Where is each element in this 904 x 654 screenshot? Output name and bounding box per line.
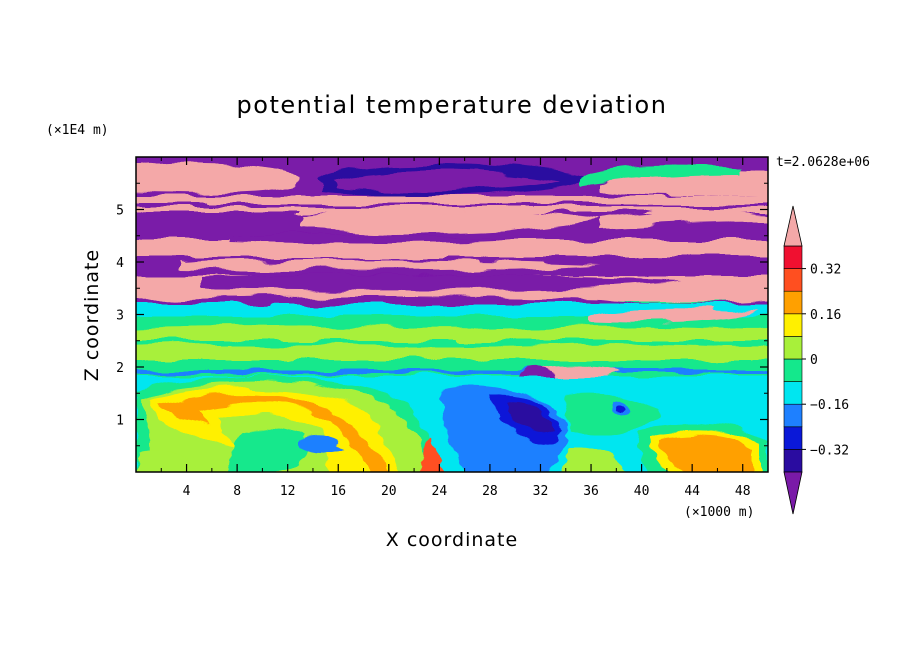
colorbar-bin [783, 426, 803, 450]
time-label: t=2.0628e+06 [776, 155, 870, 170]
x-unit-label: (×1000 m) [684, 505, 754, 520]
x-tick-label: 44 [684, 484, 700, 499]
x-tick-label: 48 [735, 484, 751, 499]
x-tick-label: 28 [482, 484, 498, 499]
x-tick-label: 24 [432, 484, 448, 499]
colorbar-label: 0 [810, 353, 818, 368]
y-tick-label: 1 [116, 414, 124, 429]
x-tick-label: 12 [280, 484, 296, 499]
colorbar-bin [783, 336, 803, 360]
colorbar-bin [783, 403, 803, 428]
x-tick-label: 32 [533, 484, 549, 499]
y-tick-label: 5 [116, 204, 124, 219]
colorbar-bin [783, 245, 803, 269]
y-unit-label: (×1E4 m) [46, 123, 109, 138]
x-tick-label: 20 [381, 484, 397, 499]
chart-title: potential temperature deviation [237, 91, 668, 119]
colorbar-bin [783, 313, 803, 337]
x-tick-label: 36 [583, 484, 599, 499]
y-axis: 1 2 3 4 5 [116, 182, 768, 447]
colorbar-bin [783, 358, 803, 382]
y-axis-label: Z coordinate [81, 249, 103, 381]
x-axis: 4 8 12 16 20 24 28 32 36 40 44 48 [160, 157, 751, 499]
y-tick-label: 2 [116, 361, 124, 376]
x-tick-label: 40 [634, 484, 650, 499]
x-tick-label: 4 [183, 484, 191, 499]
colorbar-label: −0.16 [810, 398, 849, 413]
contour-field [136, 157, 768, 472]
colorbar-label: 0.32 [810, 263, 841, 278]
colorbar-extend-low [783, 471, 803, 515]
y-tick-label: 3 [116, 309, 124, 324]
colorbar-label: −0.32 [810, 443, 849, 458]
colorbar-bin [783, 449, 803, 473]
colorbar-bin [783, 268, 803, 292]
colorbar-bin [783, 381, 803, 405]
x-tick-label: 8 [233, 484, 241, 499]
y-tick-label: 4 [116, 256, 124, 271]
x-axis-label: X coordinate [386, 529, 518, 551]
colorbar-bin [783, 290, 803, 315]
x-tick-label: 16 [330, 484, 346, 499]
colorbar-label: 0.16 [810, 308, 841, 323]
colorbar-extend-high [783, 205, 803, 247]
colorbar: 0.32 0.16 0 −0.16 −0.32 [783, 205, 849, 515]
